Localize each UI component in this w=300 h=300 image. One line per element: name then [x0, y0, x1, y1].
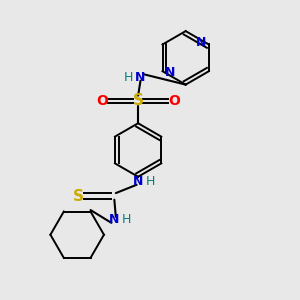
- Text: N: N: [165, 66, 175, 79]
- Text: N: N: [109, 213, 119, 226]
- Text: N: N: [135, 71, 146, 84]
- Text: S: S: [133, 94, 144, 109]
- Text: O: O: [97, 94, 108, 108]
- Text: O: O: [168, 94, 180, 108]
- Text: H: H: [124, 71, 133, 84]
- Text: S: S: [73, 189, 84, 204]
- Text: H: H: [145, 175, 155, 188]
- Text: H: H: [122, 213, 131, 226]
- Text: N: N: [133, 175, 143, 188]
- Text: N: N: [196, 37, 207, 50]
